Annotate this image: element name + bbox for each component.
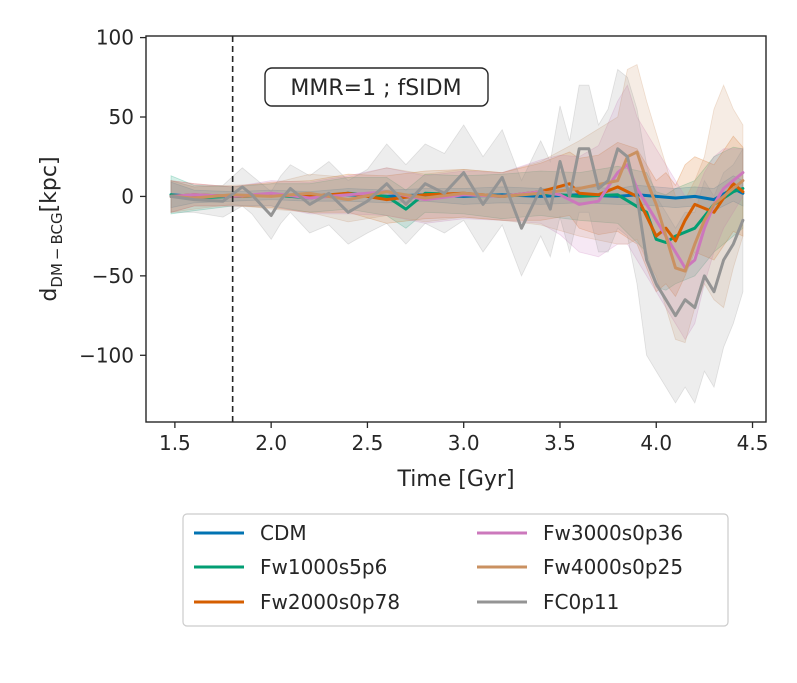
y-tick-label: 50 <box>109 105 134 129</box>
y-tick-label: −50 <box>92 264 134 288</box>
legend-label: Fw1000s5p6 <box>260 555 387 579</box>
band-series-3 <box>170 84 744 341</box>
line-series-5 <box>169 147 745 318</box>
x-axis-ticks: 1.5 2.0 2.5 3.0 3.5 4.0 4.5 <box>159 422 768 455</box>
y-axis-label-unit: [kpc] <box>37 156 62 212</box>
annotation-box <box>264 67 489 107</box>
plot-frame <box>145 35 767 423</box>
legend-label: CDM <box>260 521 307 545</box>
y-axis-label: dDM − BCG[kpc] <box>37 156 66 301</box>
legend-label: Fw3000s0p36 <box>543 521 683 545</box>
y-axis-label-main: d <box>37 288 62 302</box>
x-tick-label: 4.5 <box>737 431 769 455</box>
legend: CDM Fw1000s5p6 Fw2000s0p78 Fw3000s0p36 Fw400… <box>194 521 683 614</box>
x-tick-label: 2.5 <box>352 431 384 455</box>
x-axis-label: Time [Gyr] <box>396 467 514 492</box>
legend-label: Fw2000s0p78 <box>260 590 400 614</box>
band-series-4 <box>170 64 744 344</box>
x-tick-label: 2.0 <box>255 431 287 455</box>
annotation-text: MMR=1 ; fSIDM <box>290 76 461 101</box>
series-lines <box>169 147 745 318</box>
x-tick-label: 3.0 <box>448 431 480 455</box>
band-series-5 <box>170 68 744 404</box>
y-tick-label: 0 <box>121 184 134 208</box>
legend-item: Fw1000s5p6 <box>194 555 387 579</box>
line-series-4 <box>169 150 745 273</box>
y-axis-ticks: 100 50 0 −50 −100 <box>79 26 146 367</box>
legend-item: Fw4000s0p25 <box>477 555 683 579</box>
legend-item: FC0p11 <box>477 590 619 614</box>
x-tick-label: 4.0 <box>640 431 672 455</box>
y-tick-label: −100 <box>79 343 134 367</box>
x-tick-label: 1.5 <box>159 431 191 455</box>
y-axis-label-subscript: DM − BCG <box>48 212 66 287</box>
x-tick-label: 3.5 <box>544 431 576 455</box>
legend-label: FC0p11 <box>543 590 619 614</box>
legend-item: Fw2000s0p78 <box>194 590 400 614</box>
legend-item: CDM <box>194 521 307 545</box>
line-series-3 <box>169 163 745 270</box>
legend-item: Fw3000s0p36 <box>477 521 683 545</box>
legend-box <box>182 513 729 627</box>
y-tick-label: 100 <box>96 26 134 50</box>
legend-label: Fw4000s0p25 <box>543 555 683 579</box>
band-series-2 <box>170 135 744 298</box>
